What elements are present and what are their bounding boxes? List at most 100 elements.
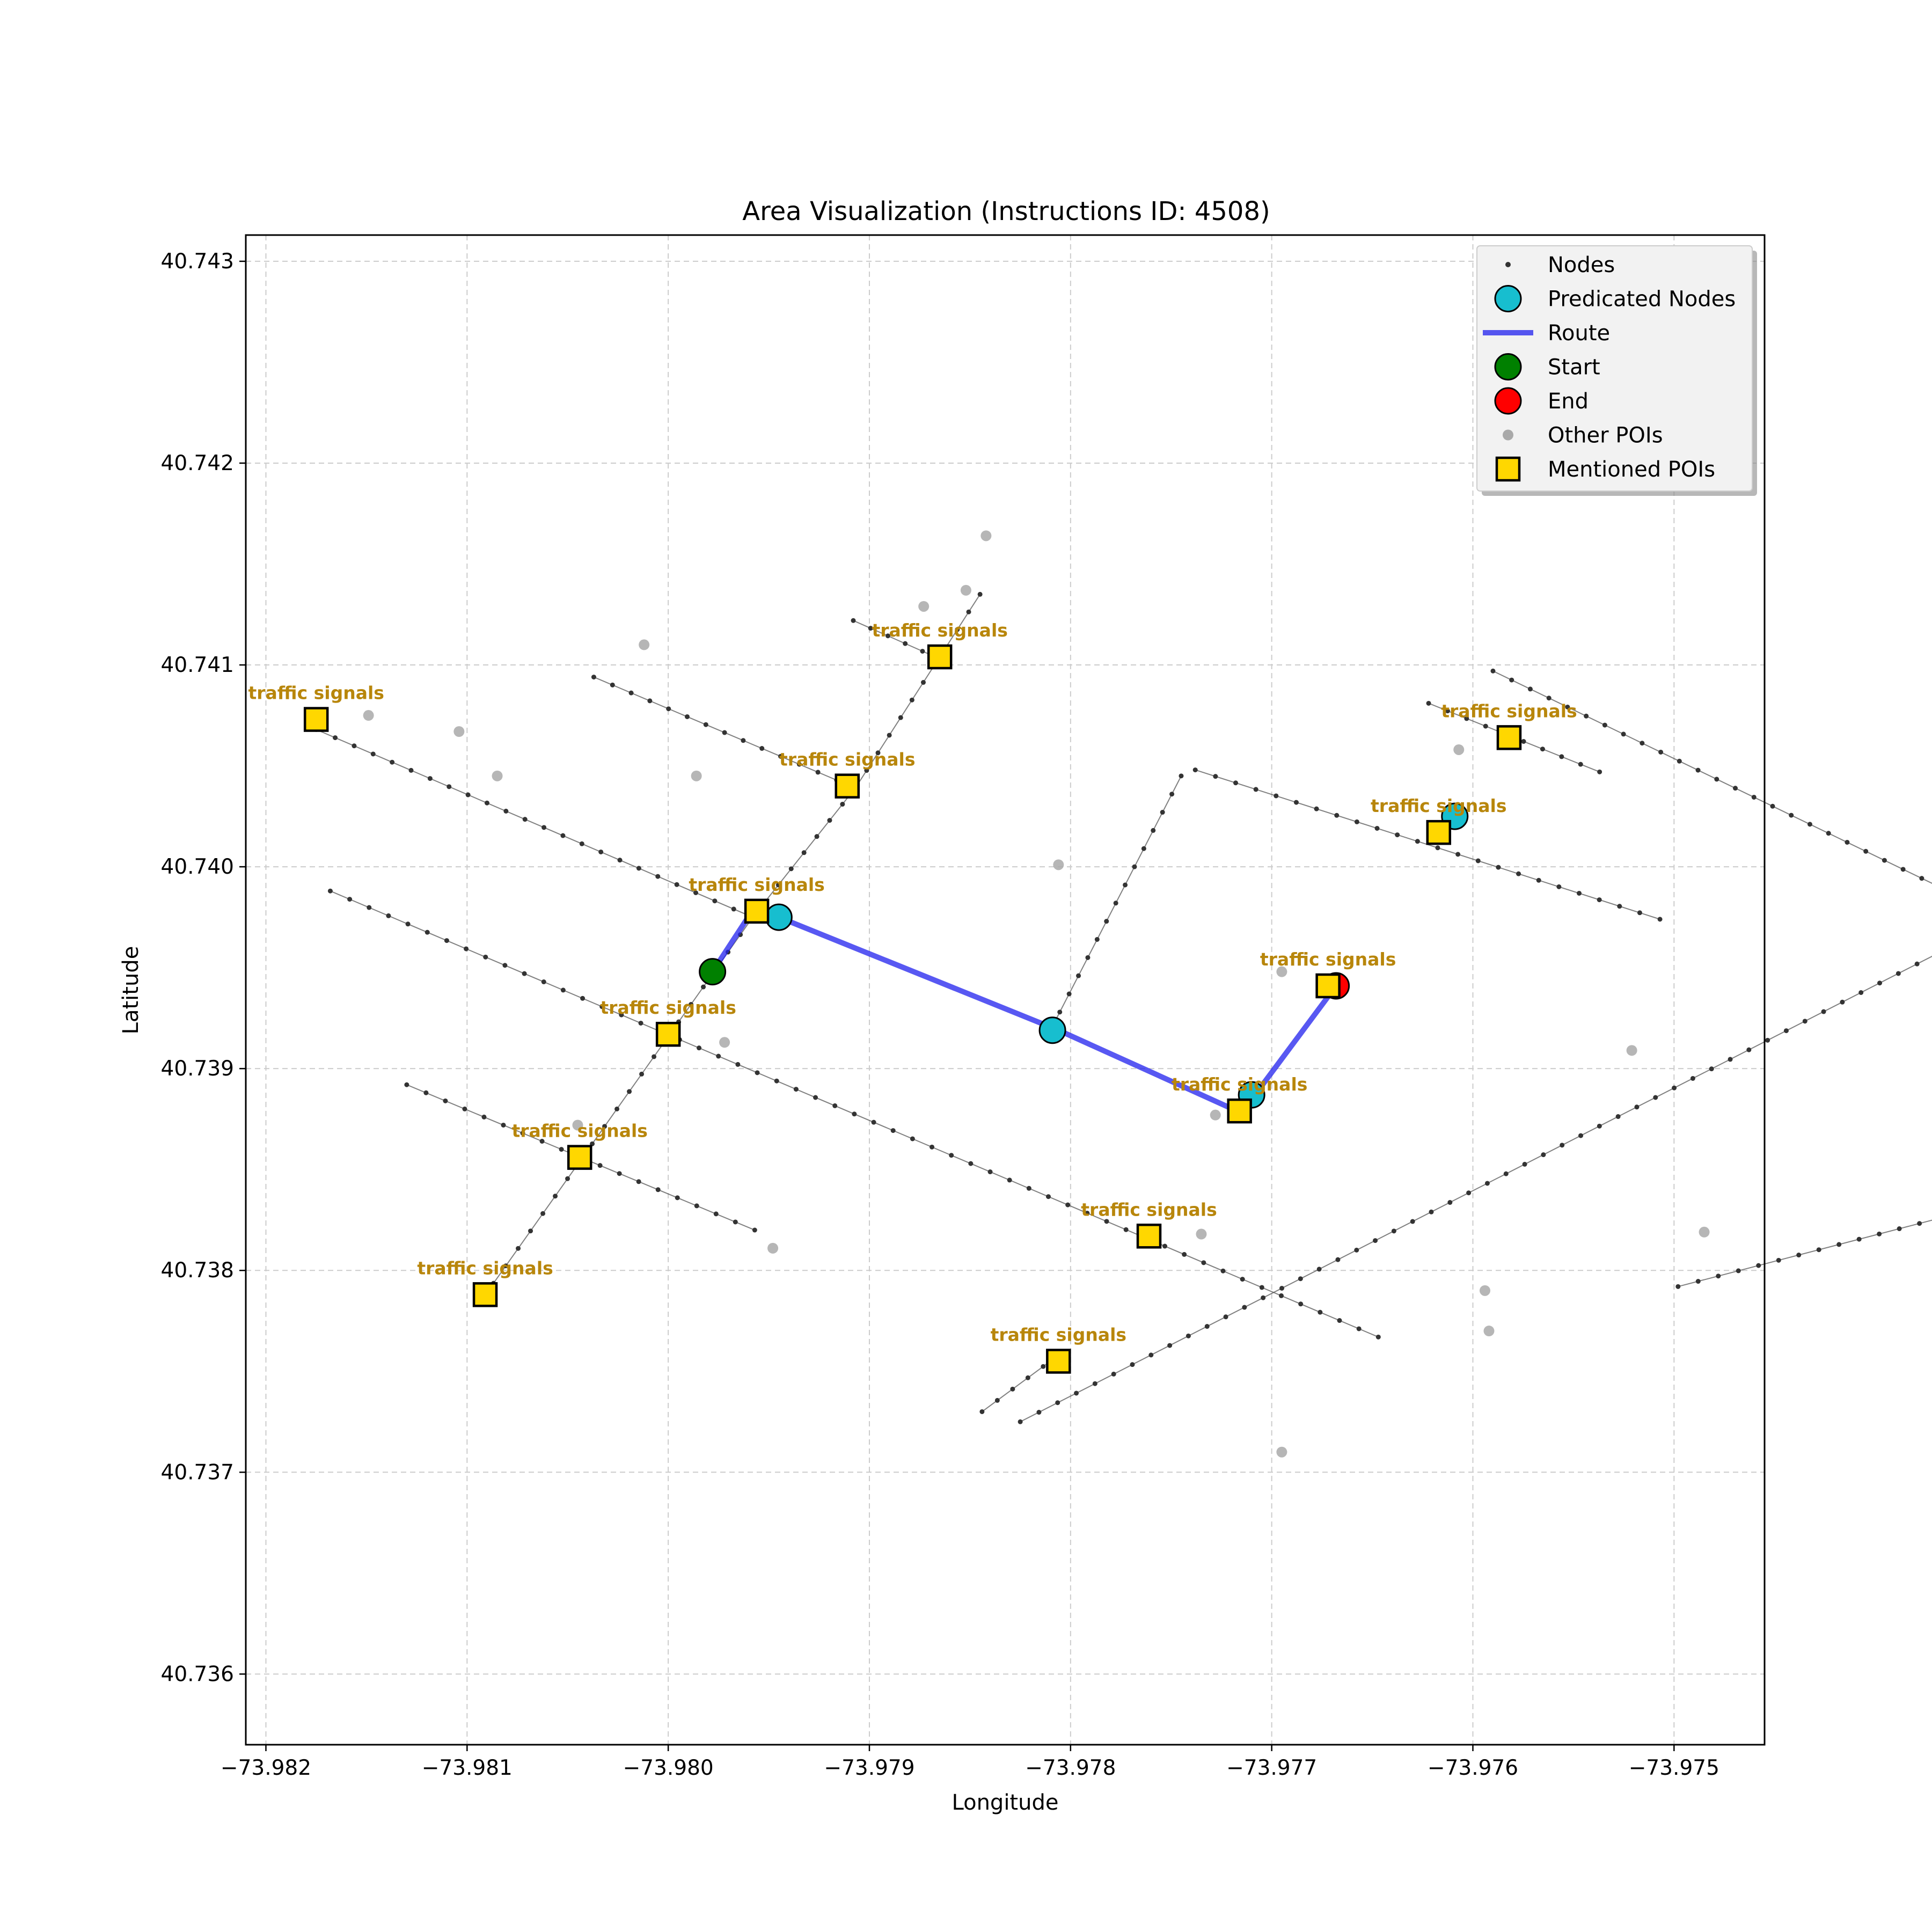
street-node — [1765, 1037, 1770, 1043]
street-node — [652, 1054, 657, 1059]
street-node — [693, 890, 698, 895]
street-node — [1536, 877, 1541, 883]
street-node — [813, 1095, 818, 1100]
street-node — [636, 866, 641, 871]
street-node — [541, 825, 547, 830]
street-node — [1617, 904, 1622, 909]
street-node — [540, 1211, 546, 1216]
street-node — [1046, 1194, 1051, 1199]
legend-predicated-icon — [1494, 285, 1522, 312]
street-node — [352, 743, 357, 749]
street-node — [1882, 858, 1887, 863]
street-edge — [1020, 955, 1932, 1423]
x-tick-label: −73.980 — [623, 1756, 714, 1780]
street-node — [1756, 1263, 1761, 1268]
street-node — [1751, 794, 1757, 800]
street-node — [1094, 936, 1100, 942]
mentioned-poi-label: traffic signals — [991, 1324, 1126, 1345]
street-node — [1162, 1243, 1168, 1249]
street-node — [579, 841, 584, 846]
street-node — [1085, 1210, 1090, 1216]
street-node — [1445, 708, 1450, 714]
street-node — [444, 938, 449, 943]
street-node — [684, 714, 690, 719]
start-marker — [699, 958, 727, 986]
street-node — [597, 1163, 603, 1168]
street-node — [1736, 1268, 1741, 1274]
street-node — [1522, 1161, 1527, 1167]
street-node — [522, 817, 528, 822]
street-node — [666, 706, 671, 712]
street-node — [1240, 1277, 1245, 1282]
street-node — [1375, 1334, 1381, 1340]
street-node — [1546, 696, 1552, 701]
street-node — [1220, 1268, 1226, 1274]
street-node — [598, 849, 604, 854]
street-node — [1602, 722, 1607, 728]
street-edge — [854, 594, 980, 788]
street-node — [427, 776, 433, 781]
street-node — [920, 648, 925, 654]
y-tick-label: 40.738 — [161, 1258, 234, 1283]
mentioned-poi-marker — [303, 707, 329, 732]
street-node — [1789, 813, 1794, 818]
street-node — [347, 897, 353, 902]
street-node — [716, 1053, 721, 1059]
street-node — [1354, 819, 1359, 824]
street-node — [921, 680, 926, 685]
legend-nodes-icon — [1505, 262, 1511, 267]
street-node — [1527, 686, 1533, 692]
street-node — [1213, 774, 1218, 779]
street-node — [1840, 999, 1845, 1005]
street-node — [639, 1071, 645, 1077]
street-node — [1410, 1219, 1415, 1224]
street-node — [1223, 1314, 1228, 1320]
street-node — [885, 633, 890, 639]
street-node — [655, 874, 661, 879]
x-tick-label: −73.981 — [422, 1756, 513, 1780]
street-node — [1728, 1057, 1733, 1062]
street-node — [560, 987, 566, 993]
street-node — [553, 1194, 558, 1199]
mentioned-poi-label: traffic signals — [1081, 1199, 1217, 1220]
street-node — [852, 1111, 857, 1117]
mentioned-poi-label: traffic signals — [1371, 795, 1506, 816]
street-node — [1141, 846, 1146, 851]
street-node — [1856, 1236, 1862, 1242]
x-tick-label: −73.976 — [1428, 1756, 1518, 1780]
street-node — [875, 750, 881, 756]
street-node — [1733, 786, 1738, 791]
street-node — [815, 770, 821, 775]
other-poi — [639, 639, 650, 650]
street-node — [1130, 1362, 1135, 1367]
street-node — [647, 698, 653, 704]
x-tick-label: −73.975 — [1629, 1756, 1719, 1780]
street-node — [1201, 1260, 1206, 1265]
street-node — [1770, 803, 1775, 809]
street-node — [1337, 1318, 1342, 1323]
legend-label: Other POIs — [1548, 423, 1663, 448]
street-node — [370, 751, 376, 757]
legend-end-icon — [1494, 387, 1522, 415]
street-node — [483, 954, 488, 960]
street-node — [1261, 1295, 1266, 1300]
street-node — [602, 1124, 608, 1129]
mentioned-poi-label: traffic signals — [600, 997, 736, 1018]
street-node — [1041, 1364, 1046, 1369]
street-node — [1429, 1209, 1434, 1214]
street-node — [801, 850, 807, 855]
street-node — [1334, 813, 1340, 818]
street-node — [655, 1187, 661, 1192]
street-node — [966, 609, 971, 614]
other-poi — [453, 726, 465, 737]
legend-label: Mentioned POIs — [1548, 457, 1715, 482]
street-node — [909, 697, 914, 702]
street-node — [814, 834, 819, 839]
street-node — [796, 762, 802, 767]
street-node — [1415, 839, 1420, 844]
street-node — [1578, 1133, 1584, 1138]
street-node — [408, 767, 414, 773]
street-node — [1503, 1171, 1509, 1176]
legend-label: Nodes — [1548, 253, 1615, 277]
street-node — [977, 591, 983, 597]
